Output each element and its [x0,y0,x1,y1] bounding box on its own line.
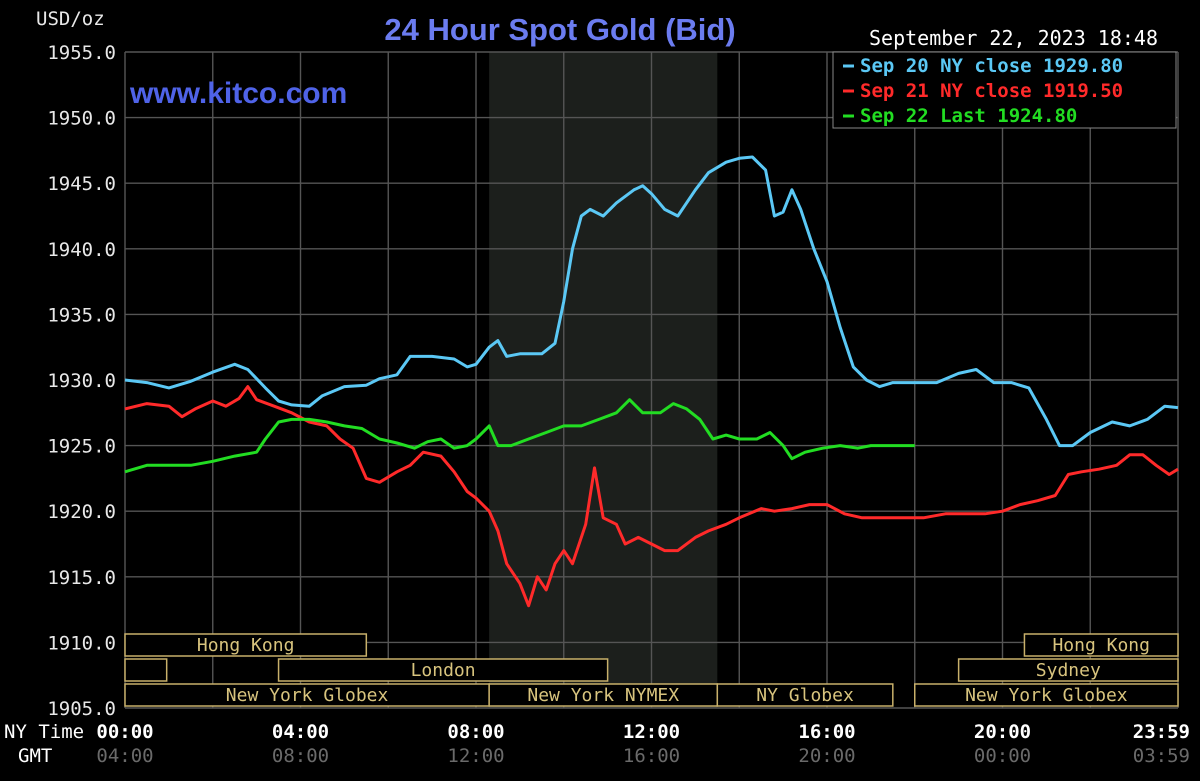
x-tick-label-ny: 08:00 [447,721,504,743]
y-tick-label: 1935.0 [47,304,116,326]
x-tick-label-gmt: 16:00 [623,745,680,767]
y-axis-label: USD/oz [36,8,105,30]
session-bar [957,658,1179,682]
session-label: New York Globex [226,685,389,706]
x-tick-label-ny: 12:00 [623,721,680,743]
series-line [124,385,1179,608]
legend-entry: Sep 22 Last 1924.80 [860,105,1077,127]
y-tick-label: 1915.0 [47,567,116,589]
y-tick-label: 1950.0 [47,108,116,130]
session-bar [716,683,894,707]
x-tick-label-ny: 04:00 [272,721,329,743]
y-tick-label: 1940.0 [47,239,116,261]
session-label: Hong Kong [197,635,295,656]
legend-entry: Sep 21 NY close 1919.50 [860,80,1123,102]
x-tick-label-gmt: 12:00 [447,745,504,767]
y-tick-label: 1955.0 [47,42,116,64]
legend-entry: Sep 20 NY close 1929.80 [860,55,1123,77]
x-tick-label-gmt: 08:00 [272,745,329,767]
timestamp: September 22, 2023 18:48 [869,26,1158,50]
session-bar [914,683,1179,707]
x-tick-label-gmt: 04:00 [96,745,153,767]
session-label: Hong Kong [1052,635,1150,656]
x-tick-label-gmt: 00:00 [974,745,1031,767]
session-bar [1023,633,1179,657]
y-tick-label: 1925.0 [47,436,116,458]
x-tick-label-ny: 16:00 [798,721,855,743]
legend-box [832,51,1177,129]
y-tick-label: 1905.0 [47,698,116,720]
watermark: www.kitco.com [129,77,347,110]
session-bar [124,658,168,682]
y-tick-label: 1920.0 [47,501,116,523]
series-line [124,155,1179,448]
session-label: New York NYMEX [527,685,679,706]
gmt-label: GMT [18,745,52,767]
session-label: NY Globex [756,685,854,706]
y-tick-label: 1945.0 [47,173,116,195]
x-tick-label-gmt: 03:59 [1133,745,1190,767]
legend: Sep 20 NY close 1929.80 Sep 21 NY close 1… [832,51,1177,129]
chart-title: 24 Hour Spot Gold (Bid) [384,12,735,47]
y-tick-label: 1910.0 [47,632,116,654]
session-bar [124,633,368,657]
x-tick-label-ny: 00:00 [96,721,153,743]
session-label: London [411,660,476,681]
session-label: Sydney [1036,660,1101,681]
y-tick-label: 1930.0 [47,370,116,392]
session-label: New York Globex [965,685,1128,706]
ny-time-label: NY Time [4,721,84,743]
series-line [124,398,915,474]
x-tick-label-ny: 23:59 [1133,721,1190,743]
x-tick-label-gmt: 20:00 [798,745,855,767]
x-tick-label-ny: 20:00 [974,721,1031,743]
session-bar [277,658,609,682]
